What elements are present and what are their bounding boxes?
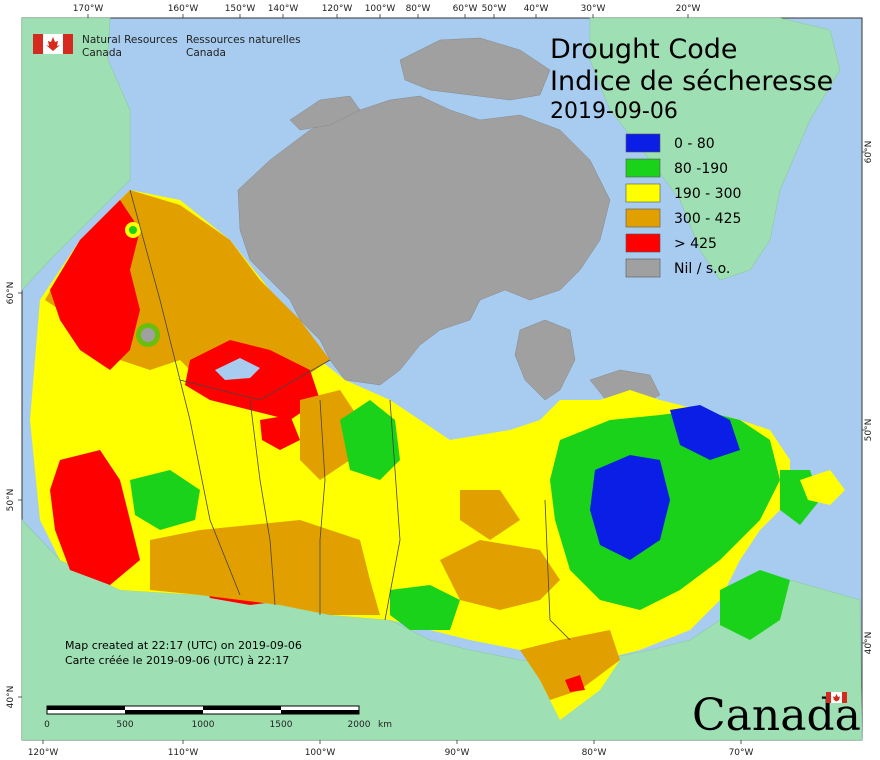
top-tick-label: 20°W: [676, 4, 701, 14]
title-fr: Indice de sécheresse: [550, 66, 833, 97]
scale-label: 2000: [348, 720, 371, 730]
org-fr-line1: Ressources naturelles: [186, 34, 301, 46]
top-tick-label: 80°W: [406, 4, 431, 14]
credit-en: Map created at 22:17 (UTC) on 2019-09-06: [65, 639, 302, 652]
map-date: 2019-09-06: [550, 99, 678, 124]
legend-label: 300 - 425: [674, 211, 741, 227]
top-tick-label: 160°W: [168, 4, 199, 14]
right-tick-label: 40°N: [864, 632, 874, 655]
bottom-tick-label: 110°W: [168, 748, 199, 758]
bottom-tick-label: 120°W: [28, 748, 59, 758]
title-en: Drought Code: [550, 34, 737, 65]
top-tick-label: 60°W: [453, 4, 478, 14]
legend-swatch: [625, 183, 661, 203]
legend-swatch: [625, 133, 661, 153]
legend-label: 190 - 300: [674, 186, 741, 202]
legend-label: 0 - 80: [674, 136, 715, 152]
top-tick-label: 170°W: [73, 4, 104, 14]
top-longitude-ticks: 170°W 160°W 150°W 140°W 120°W 100°W 80°W 60°W 50…: [73, 4, 701, 18]
scale-unit: km: [378, 720, 392, 730]
legend-label: > 425: [674, 236, 717, 252]
scale-bar-labels: 0 500 1000 1500 2000: [44, 720, 371, 730]
legend-label: 80 -190: [674, 161, 728, 177]
right-tick-label: 60°N: [864, 141, 874, 164]
scale-bar: [46, 705, 360, 715]
top-tick-label: 140°W: [268, 4, 299, 14]
legend-swatch: [625, 258, 661, 278]
org-fr-line2: Canada: [186, 47, 226, 59]
province-borders: [129, 189, 571, 641]
scale-label: 500: [116, 720, 133, 730]
top-tick-label: 40°W: [524, 4, 549, 14]
top-tick-label: 30°W: [581, 4, 606, 14]
org-en-line1: Natural Resources: [82, 34, 178, 46]
top-tick-label: 120°W: [322, 4, 353, 14]
legend: 0 - 80 80 -190 190 - 300 300 - 425 > 425 Nil …: [625, 133, 741, 278]
bottom-tick-label: 80°W: [582, 748, 607, 758]
left-tick-label: 50°N: [6, 489, 16, 512]
bottom-tick-label: 100°W: [305, 748, 336, 758]
right-tick-label: 50°N: [864, 419, 874, 442]
bottom-tick-label: 90°W: [445, 748, 470, 758]
drought-fields: [30, 190, 845, 720]
bottom-longitude-ticks: 120°W 110°W 100°W 90°W 80°W 70°W: [28, 740, 754, 758]
bottom-tick-label: 70°W: [729, 748, 754, 758]
left-tick-label: 40°N: [6, 686, 16, 709]
top-tick-label: 100°W: [365, 4, 396, 14]
legend-swatch: [625, 233, 661, 253]
legend-swatch: [625, 158, 661, 178]
scale-label: 1500: [270, 720, 293, 730]
legend-label: Nil / s.o.: [674, 261, 730, 277]
right-latitude-ticks: 60°N 50°N 40°N: [862, 141, 874, 655]
top-tick-label: 150°W: [225, 4, 256, 14]
scale-label: 0: [44, 720, 50, 730]
scale-label: 1000: [192, 720, 215, 730]
left-latitude-ticks: 60°N 50°N 40°N: [6, 282, 22, 709]
left-tick-label: 60°N: [6, 282, 16, 305]
credit-fr: Carte créée le 2019-09-06 (UTC) à 22:17: [65, 654, 289, 667]
top-tick-label: 50°W: [482, 4, 507, 14]
legend-swatch: [625, 208, 661, 228]
nrcan-logo: [33, 34, 73, 54]
org-en-line2: Canada: [82, 47, 122, 59]
wordmark-flag-icon: [826, 692, 847, 703]
